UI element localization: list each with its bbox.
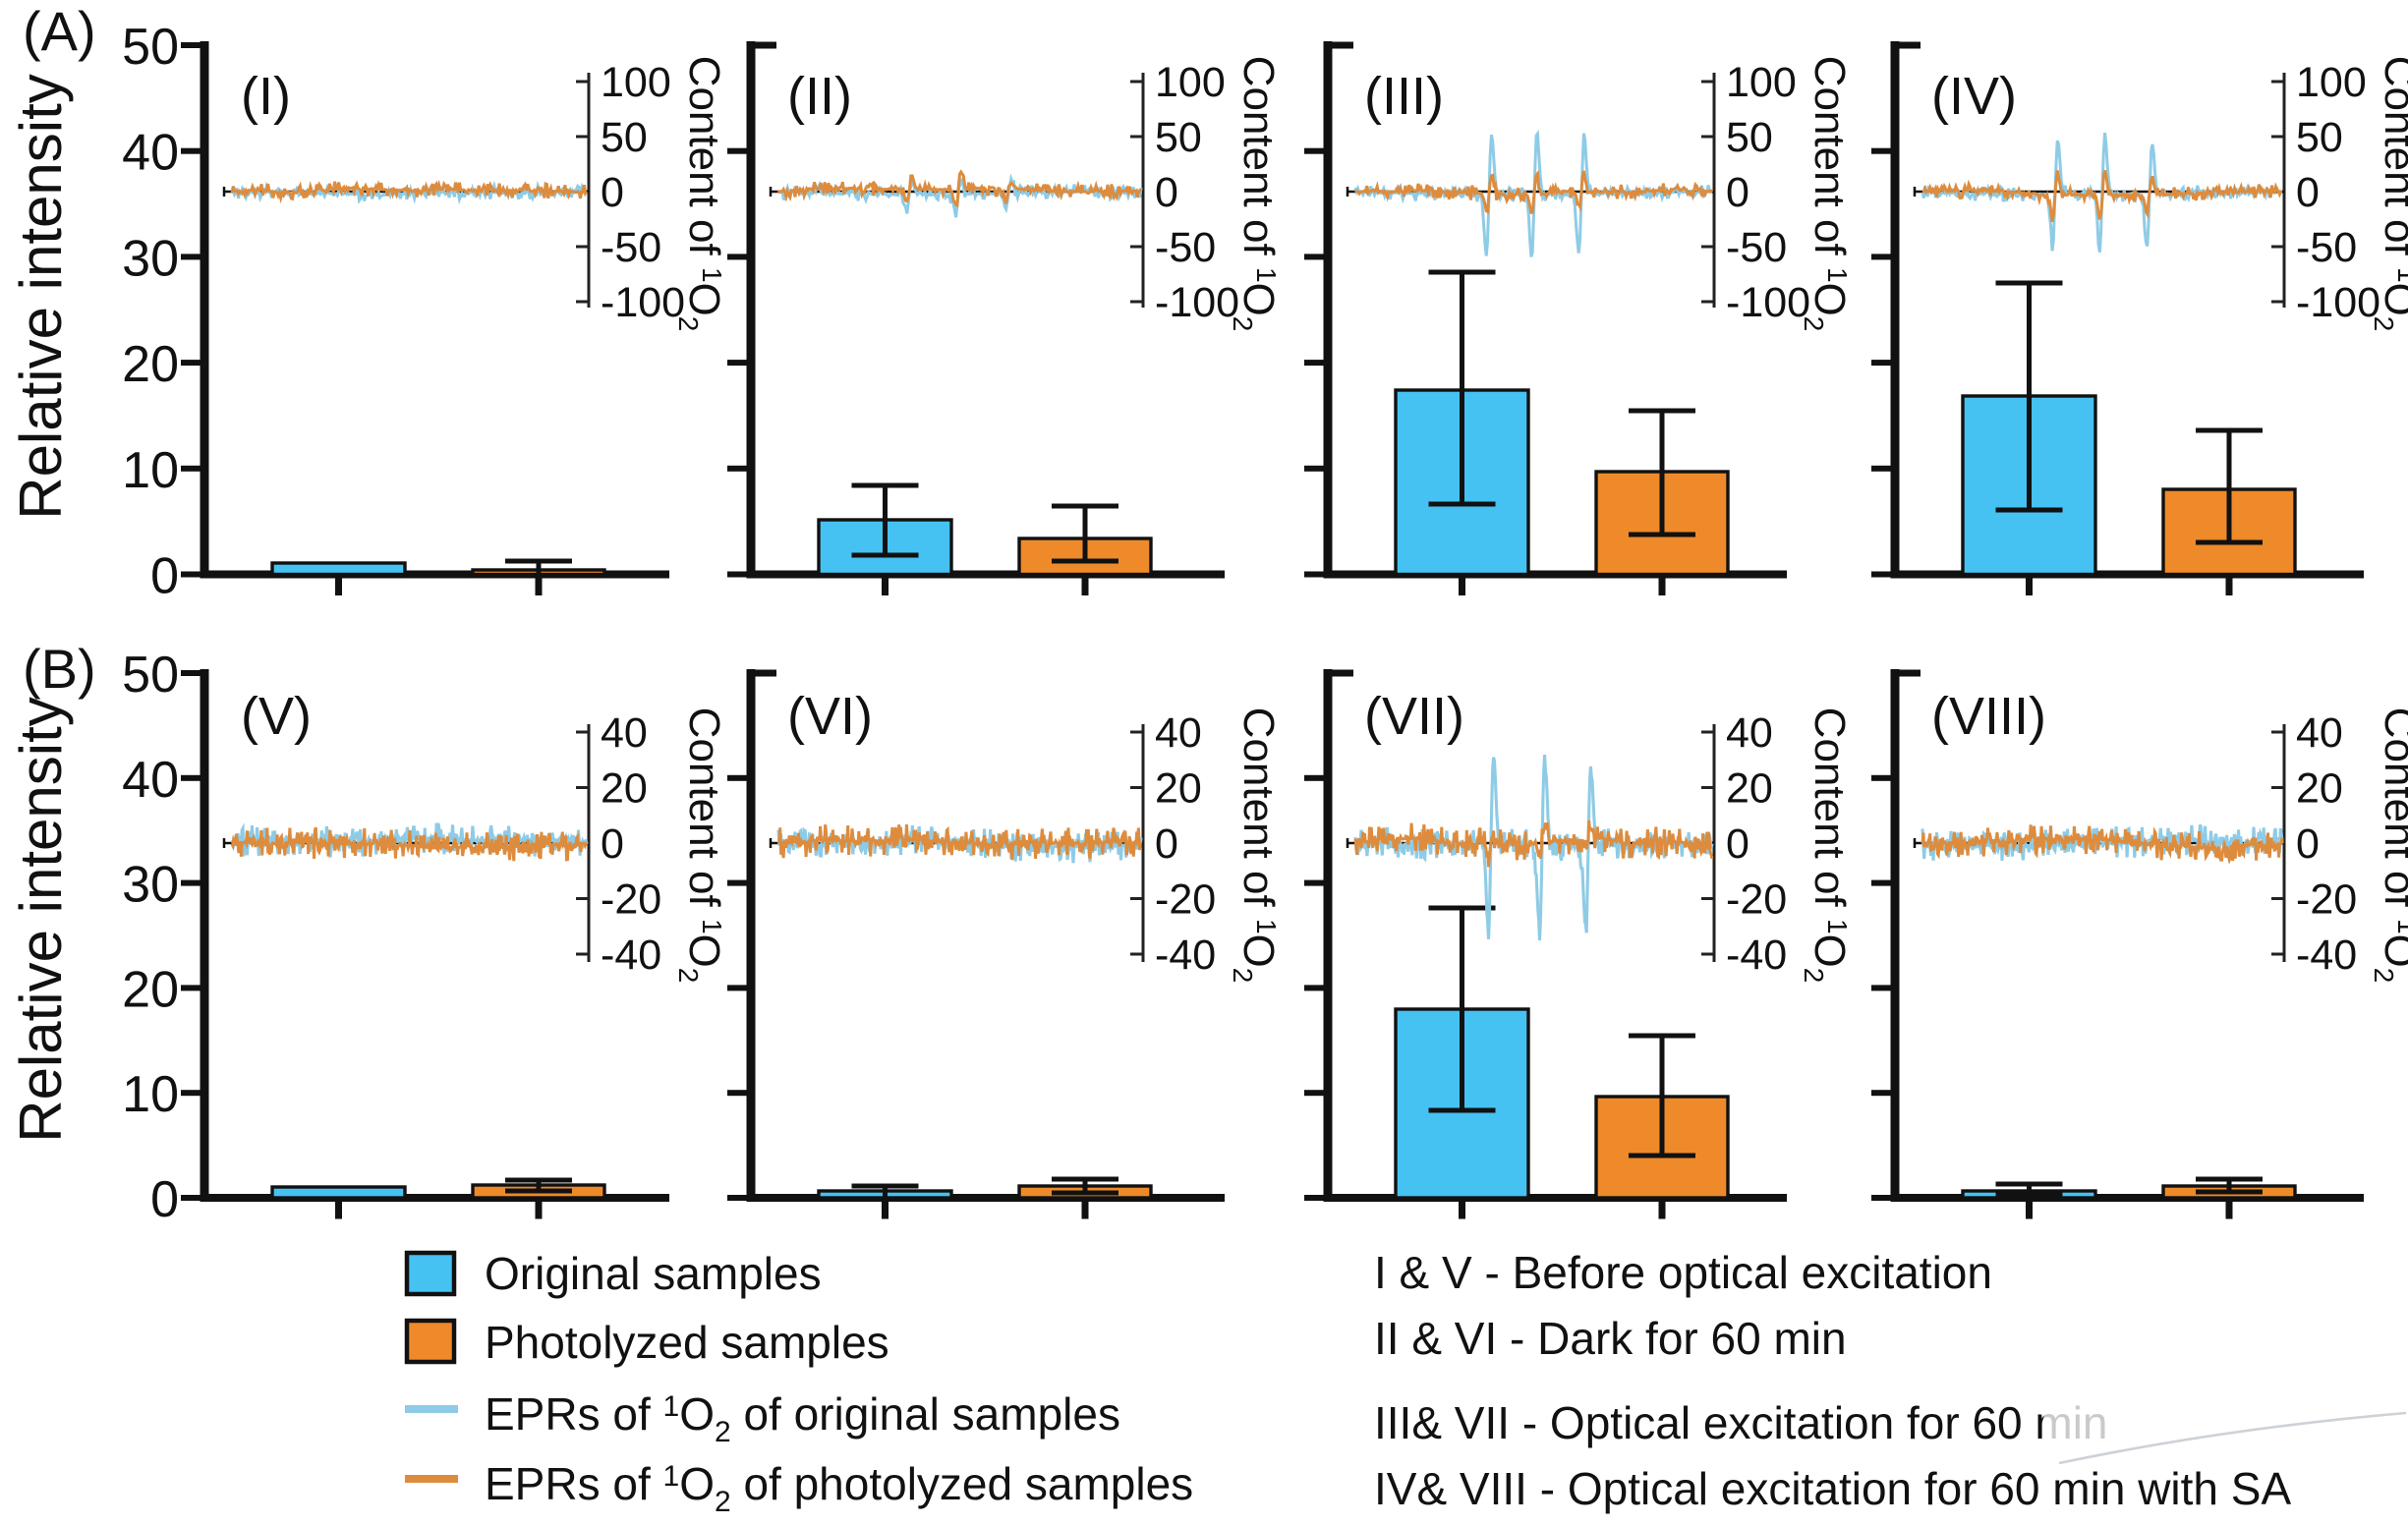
- svg-text:(I): (I): [241, 67, 291, 126]
- svg-text:Original samples: Original samples: [485, 1248, 822, 1299]
- svg-text:40: 40: [1726, 709, 1773, 757]
- svg-text:100: 100: [601, 59, 671, 106]
- svg-text:-40: -40: [1155, 932, 1216, 979]
- svg-text:0: 0: [601, 169, 624, 216]
- svg-text:EPRs of 1O2 of original sample: EPRs of 1O2 of original samples: [485, 1388, 1120, 1448]
- svg-text:-50: -50: [601, 224, 661, 271]
- svg-text:-100: -100: [601, 279, 685, 326]
- svg-text:-50: -50: [2296, 224, 2357, 271]
- svg-text:-20: -20: [1155, 876, 1216, 924]
- svg-text:-20: -20: [1726, 876, 1787, 924]
- svg-text:-20: -20: [601, 876, 661, 924]
- svg-text:0: 0: [601, 820, 624, 868]
- svg-text:-50: -50: [1155, 224, 1216, 271]
- svg-text:EPRs of 1O2 of photolyzed samp: EPRs of 1O2 of photolyzed samples: [485, 1458, 1193, 1518]
- svg-text:20: 20: [122, 961, 179, 1018]
- svg-text:0: 0: [1155, 169, 1178, 216]
- svg-text:(A): (A): [23, 0, 96, 62]
- svg-text:-40: -40: [1726, 932, 1787, 979]
- svg-text:-100: -100: [1726, 279, 1810, 326]
- svg-text:0: 0: [150, 1171, 179, 1228]
- svg-text:100: 100: [1155, 59, 1226, 106]
- svg-text:Content of 1O2: Content of 1O2: [673, 56, 728, 332]
- svg-text:50: 50: [601, 114, 648, 161]
- svg-text:30: 30: [122, 230, 179, 287]
- svg-text:Relative intensity: Relative intensity: [8, 74, 74, 520]
- svg-text:0: 0: [1726, 820, 1749, 868]
- svg-text:Content of 1O2: Content of 1O2: [1228, 56, 1283, 332]
- svg-text:-50: -50: [1726, 224, 1787, 271]
- svg-text:(V): (V): [241, 687, 312, 746]
- svg-text:(VIII): (VIII): [1931, 687, 2046, 746]
- svg-text:(VII): (VII): [1364, 687, 1464, 746]
- svg-text:40: 40: [1155, 709, 1202, 757]
- svg-text:0: 0: [150, 548, 179, 605]
- svg-text:(VI): (VI): [787, 687, 873, 746]
- svg-text:I & V - Before optical excitat: I & V - Before optical excitation: [1374, 1247, 1992, 1298]
- svg-text:10: 10: [122, 1066, 179, 1123]
- svg-text:20: 20: [1155, 765, 1202, 813]
- svg-text:(B): (B): [23, 638, 96, 700]
- svg-text:20: 20: [1726, 765, 1773, 813]
- svg-text:50: 50: [122, 19, 179, 76]
- svg-text:III& VII - Optical excitation: III& VII - Optical excitation for 60 min: [1374, 1397, 2108, 1448]
- svg-text:50: 50: [2296, 114, 2343, 161]
- svg-text:Content of 1O2: Content of 1O2: [1799, 56, 1854, 332]
- svg-text:-100: -100: [1155, 279, 1239, 326]
- svg-text:0: 0: [1155, 820, 1178, 868]
- svg-text:Photolyzed samples: Photolyzed samples: [485, 1317, 889, 1368]
- svg-text:50: 50: [1155, 114, 1202, 161]
- svg-text:(IV): (IV): [1931, 67, 2017, 126]
- svg-text:40: 40: [601, 709, 648, 757]
- svg-text:0: 0: [2296, 820, 2320, 868]
- svg-text:20: 20: [2296, 765, 2343, 813]
- svg-text:Content of 1O2: Content of 1O2: [673, 707, 728, 984]
- svg-text:II & VI - Dark for 60 min: II & VI - Dark for 60 min: [1374, 1313, 1847, 1364]
- svg-text:(II): (II): [787, 67, 852, 126]
- svg-text:-100: -100: [2296, 279, 2380, 326]
- svg-text:40: 40: [2296, 709, 2343, 757]
- svg-text:20: 20: [122, 336, 179, 393]
- svg-text:0: 0: [2296, 169, 2320, 216]
- svg-text:100: 100: [1726, 59, 1797, 106]
- svg-text:50: 50: [1726, 114, 1773, 161]
- svg-text:-40: -40: [2296, 932, 2357, 979]
- svg-text:-40: -40: [601, 932, 661, 979]
- svg-text:Content of 1O2: Content of 1O2: [1799, 707, 1854, 984]
- svg-text:100: 100: [2296, 59, 2367, 106]
- svg-text:10: 10: [122, 442, 179, 499]
- svg-text:-20: -20: [2296, 876, 2357, 924]
- svg-text:(III): (III): [1364, 67, 1444, 126]
- svg-text:20: 20: [601, 765, 648, 813]
- svg-text:Content of 1O2: Content of 1O2: [1228, 707, 1283, 984]
- svg-text:0: 0: [1726, 169, 1749, 216]
- svg-text:30: 30: [122, 857, 179, 914]
- svg-text:IV& VIII - Optical excitation: IV& VIII - Optical excitation for 60 min…: [1374, 1463, 2291, 1514]
- svg-text:40: 40: [122, 752, 179, 809]
- svg-text:Relative intensity: Relative intensity: [8, 697, 74, 1143]
- svg-text:40: 40: [122, 125, 179, 182]
- svg-text:50: 50: [122, 647, 179, 704]
